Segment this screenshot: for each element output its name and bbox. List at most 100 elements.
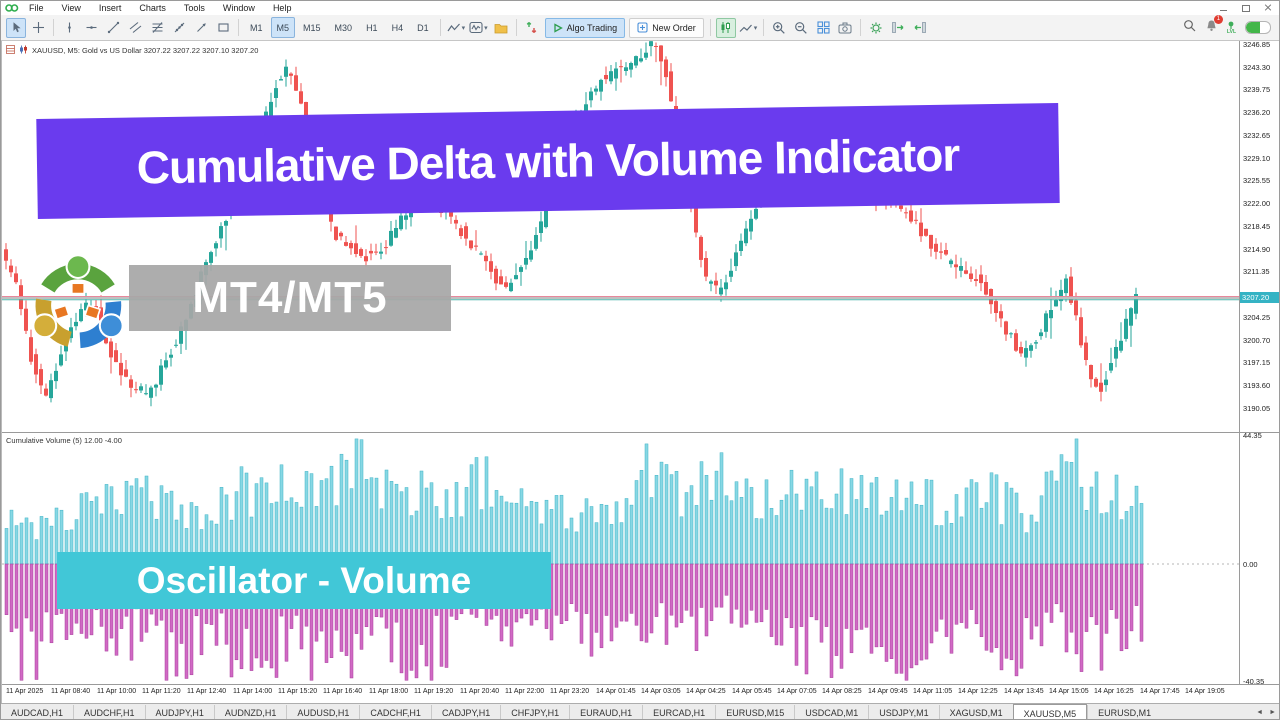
- menu-file[interactable]: File: [29, 2, 44, 13]
- minimize-button[interactable]: [1219, 4, 1229, 13]
- restore-button[interactable]: [1241, 4, 1251, 13]
- symbol-tab-cadchf-h1[interactable]: CADCHF,H1: [359, 704, 431, 719]
- symbol-tab-audusd-h1[interactable]: AUDUSD,H1: [286, 704, 359, 719]
- time-axis-label: 14 Apr 19:05: [1185, 688, 1225, 695]
- shapes-tool-button[interactable]: [213, 18, 233, 38]
- symbol-tab-usdcad-m1[interactable]: USDCAD,M1: [794, 704, 868, 719]
- show-left-panel-button[interactable]: [888, 18, 908, 38]
- menu-help[interactable]: Help: [272, 2, 292, 13]
- cycle-lines-tool-button[interactable]: [169, 18, 189, 38]
- open-file-button[interactable]: [491, 18, 511, 38]
- tile-windows-button[interactable]: [813, 18, 833, 38]
- symbol-tab-audnzd-h1[interactable]: AUDNZD,H1: [213, 704, 287, 719]
- connection-toggle[interactable]: [1245, 21, 1271, 34]
- price-axis-label: 3246.85: [1243, 40, 1271, 49]
- line-chart-type-button[interactable]: ▾: [446, 18, 467, 38]
- timeframe-m1[interactable]: M1: [250, 22, 263, 33]
- symbol-tabs: AUDCAD,H1 AUDCHF,H1 AUDJPY,H1 AUDNZD,H1 AUDU…: [1, 704, 1161, 719]
- price-axis-label: 3229.10: [1243, 154, 1271, 163]
- symbol-tab-audchf-h1[interactable]: AUDCHF,H1: [73, 704, 145, 719]
- show-right-panel-button[interactable]: [910, 18, 930, 38]
- screenshot-button[interactable]: [835, 18, 855, 38]
- level-label: LVL: [1226, 29, 1236, 35]
- candlestick-chart[interactable]: [2, 41, 1239, 433]
- symbol-tab-chfjpy-h1[interactable]: CHFJPY,H1: [500, 704, 569, 719]
- arrow-tool-button[interactable]: [191, 18, 211, 38]
- price-axis-label: 3214.90: [1243, 245, 1271, 254]
- title-bar: File View Insert Charts Tools Window Help: [1, 1, 1279, 16]
- symbol-tab-cadjpy-h1[interactable]: CADJPY,H1: [430, 704, 500, 719]
- ea-settings-icon[interactable]: [866, 18, 886, 38]
- time-axis-label: 11 Apr 16:40: [323, 688, 363, 695]
- time-axis-label: 11 Apr 19:20: [414, 688, 454, 695]
- fibonacci-retracement-tool-button[interactable]: [147, 18, 167, 38]
- trendline-tool-button[interactable]: [103, 18, 123, 38]
- timeframe-m30[interactable]: M30: [334, 22, 353, 33]
- time-axis-label: 14 Apr 11:05: [913, 688, 953, 695]
- timeframe-m15[interactable]: M15: [303, 22, 321, 33]
- menu-window[interactable]: Window: [222, 2, 255, 13]
- time-axis-label: 14 Apr 07:05: [777, 688, 817, 695]
- zoom-out-button[interactable]: [791, 18, 811, 38]
- time-axis-label: 11 Apr 12:40: [187, 688, 227, 695]
- time-axis-label: 14 Apr 17:45: [1140, 688, 1180, 695]
- price-axis-label: 3232.65: [1243, 131, 1271, 140]
- price-axis-label: 3225.55: [1243, 176, 1271, 185]
- cursor-tool-button[interactable]: [6, 17, 26, 38]
- close-button[interactable]: [1263, 3, 1273, 13]
- indicators-button[interactable]: ▾: [468, 18, 489, 38]
- notifications-icon[interactable]: 1: [1205, 14, 1223, 37]
- zoom-in-button[interactable]: [769, 18, 789, 38]
- symbol-tab-eurusd-m1[interactable]: EURUSD,M1: [1087, 704, 1161, 719]
- price-axis-label: 3239.75: [1243, 85, 1271, 94]
- price-axis-label: 3236.20: [1243, 108, 1271, 117]
- chart-mode-button[interactable]: ▾: [738, 18, 759, 38]
- vertical-line-tool-button[interactable]: [59, 18, 79, 38]
- oscillator-banner-text: Oscillator - Volume: [136, 559, 472, 601]
- price-axis-label: 3190.05: [1243, 404, 1271, 413]
- time-axis-label: 14 Apr 01:45: [596, 688, 636, 695]
- menu-insert[interactable]: Insert: [98, 2, 122, 13]
- equidistant-channel-tool-button[interactable]: [125, 18, 145, 38]
- title-banner: Cumulative Delta with Volume Indicator: [36, 102, 1060, 220]
- new-order-button[interactable]: New Order: [629, 17, 704, 38]
- symbol-tab-xagusd-m1[interactable]: XAGUSD,M1: [938, 704, 1013, 719]
- menu-charts[interactable]: Charts: [139, 2, 166, 13]
- price-axis-label: 3193.60: [1243, 381, 1271, 390]
- crosshair-tool-button[interactable]: [28, 18, 48, 38]
- symbol-tab-audcad-h1[interactable]: AUDCAD,H1: [11, 707, 64, 718]
- price-axis-label: 3243.30: [1243, 63, 1271, 72]
- symbol-tab-xauusd-m5[interactable]: XAUUSD,M5: [1012, 704, 1088, 719]
- level-icon[interactable]: LVL: [1226, 21, 1236, 35]
- time-axis-label: 14 Apr 05:45: [732, 688, 772, 695]
- candlestick-mode-button[interactable]: [715, 17, 736, 38]
- symbol-tab-euraud-h1[interactable]: EURAUD,H1: [569, 704, 642, 719]
- algo-trading-button[interactable]: Algo Trading: [544, 17, 626, 38]
- timeframe-m5[interactable]: M5: [270, 17, 296, 38]
- symbol-tab-audjpy-h1[interactable]: AUDJPY,H1: [144, 704, 214, 719]
- timeframe-h4[interactable]: H4: [391, 22, 404, 33]
- symbol-tab-eurusd-m15[interactable]: EURUSD,M15: [715, 704, 794, 719]
- tabs-scroll-right-button[interactable]: ►: [1269, 709, 1276, 716]
- time-axis-label: 11 Apr 10:00: [97, 688, 137, 695]
- menu-view[interactable]: View: [61, 2, 81, 13]
- horizontal-line-tool-button[interactable]: [81, 18, 101, 38]
- search-icon[interactable]: [1183, 19, 1196, 37]
- timeframe-d1[interactable]: D1: [417, 22, 429, 33]
- symbol-tab-eurcad-h1[interactable]: EURCAD,H1: [642, 704, 715, 719]
- symbols-button[interactable]: [522, 18, 542, 38]
- time-axis-label: 14 Apr 15:05: [1049, 688, 1089, 695]
- timeframe-h1[interactable]: H1: [366, 22, 378, 33]
- platform-banner: MT4/MT5: [129, 265, 451, 331]
- chart-window: XAUUSD, M5: Gold vs US Dollar 3207.22 32…: [1, 40, 1279, 703]
- menu-tools[interactable]: Tools: [183, 2, 205, 13]
- ohlc-icon: [19, 45, 28, 56]
- panel-separator[interactable]: [2, 432, 1279, 433]
- tabs-scroll-left-button[interactable]: ◄: [1256, 709, 1264, 716]
- symbol-tab-bar: AUDCAD,H1 AUDCHF,H1 AUDJPY,H1 AUDNZD,H1 AUDU…: [1, 703, 1279, 719]
- window-controls: [1219, 3, 1273, 13]
- chart-header: XAUUSD, M5: Gold vs US Dollar 3207.22 32…: [6, 45, 258, 56]
- symbol-tab-usdjpy-m1[interactable]: USDJPY,M1: [868, 704, 938, 719]
- tab-scroll-arrows: ◄ ►: [1256, 709, 1276, 716]
